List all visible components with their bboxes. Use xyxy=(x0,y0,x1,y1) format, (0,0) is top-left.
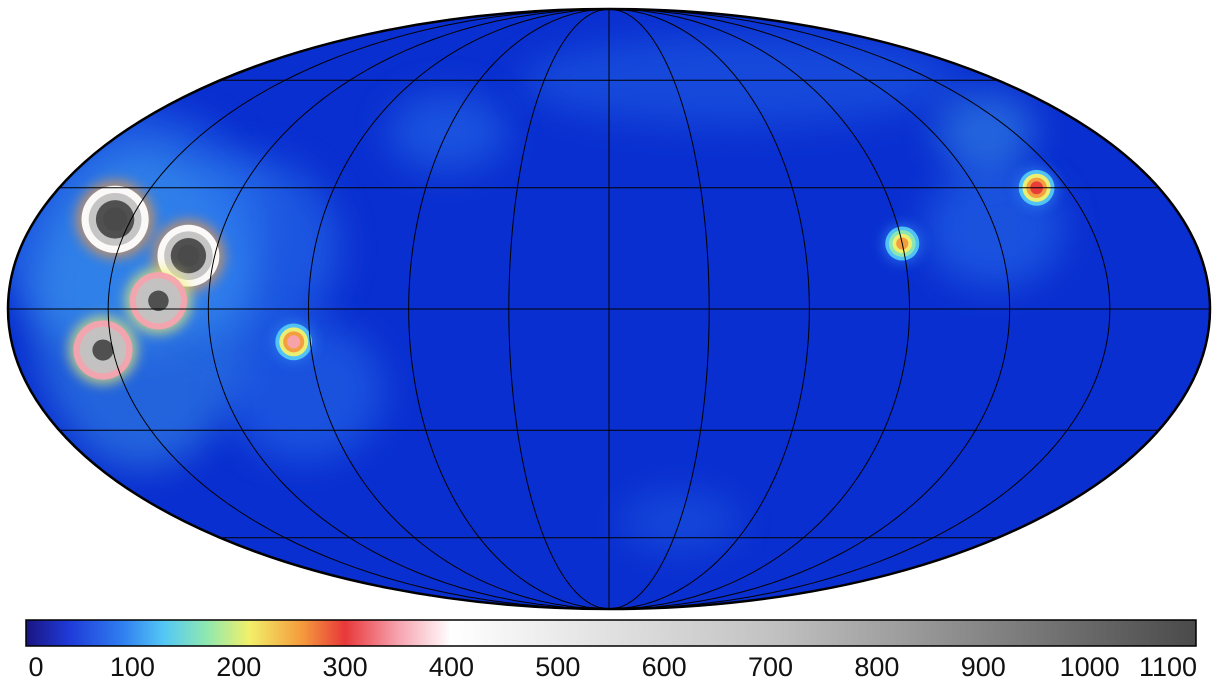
colorbar-gradient xyxy=(25,619,1197,647)
texture-blob xyxy=(223,320,384,461)
hotspot-large-volcano-west xyxy=(76,180,155,259)
colorbar-tick-label: 500 xyxy=(535,652,581,682)
hotspot-canyon-system xyxy=(272,320,316,364)
colorbar-tick-label: 600 xyxy=(641,652,687,682)
hotspot-basin-ring-east xyxy=(882,223,923,264)
map-outline xyxy=(6,7,1212,611)
hotspot-volcano-south-west xyxy=(68,315,138,385)
hotspot-layer xyxy=(68,167,1058,385)
colorbar-tick-label: 900 xyxy=(960,652,1006,682)
texture-blob xyxy=(935,91,1036,172)
colorbar-tick-label: 1000 xyxy=(1059,652,1120,682)
mollweide-map xyxy=(6,7,1212,611)
graticule xyxy=(8,9,1210,609)
colorbar-tick-label: 0 xyxy=(28,652,44,682)
colorbar-tick-label: 800 xyxy=(854,652,900,682)
colorbar-tick-label: 100 xyxy=(109,652,155,682)
colorbar-tick-label: 1100 xyxy=(1138,652,1198,682)
colorbar-tick-label: 200 xyxy=(216,652,262,682)
colorbar-tick-label: 400 xyxy=(428,652,474,682)
texture-blob xyxy=(159,157,340,338)
colorbar-tick-label: 300 xyxy=(322,652,368,682)
colorbar-tick-label: 700 xyxy=(748,652,794,682)
